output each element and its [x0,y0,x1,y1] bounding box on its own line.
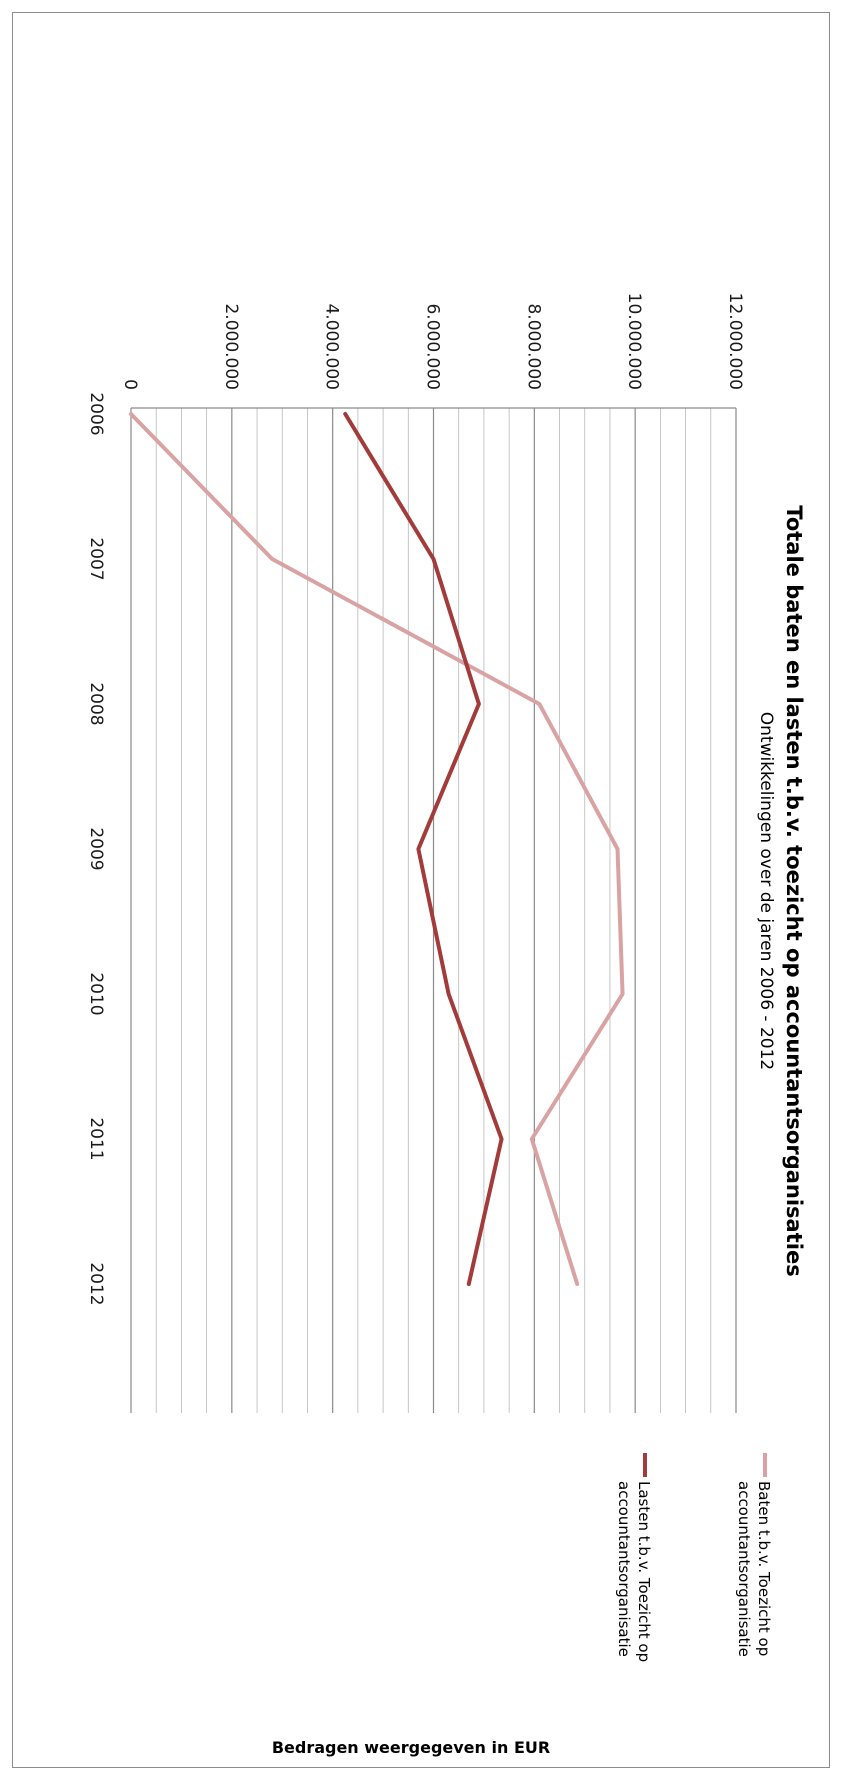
y-tick-label: 10.000.000 [624,293,644,390]
grid-lines [130,408,737,1413]
legend-item: Lasten t.b.v. Toezicht opaccountantsorga… [615,1453,653,1662]
legend: Baten t.b.v. Toezicht opaccountantsorgan… [615,1453,773,1662]
chart-frame: 0 2.000.000 4.000.000 6.000.000 8.000.000 10.… [12,12,830,1768]
x-tick-label: 2009 [86,827,106,870]
y-axis-label: Bedragen weergegeven in EUR [272,1738,550,1757]
chart-subtitle: Ontwikkelingen over de jaren 2006 - 2012 [756,712,776,1070]
y-tick-label: 4.000.000 [322,303,342,390]
y-tick-label: 8.000.000 [523,303,543,390]
chart-title: Totale baten en lasten t.b.v. toezicht o… [782,505,806,1276]
x-tick-label: 2006 [86,392,106,435]
series-line-lasten [343,412,504,1286]
x-tick-label: 2008 [86,682,106,725]
y-tick-label: 0 [120,379,140,390]
line-chart: 0 2.000.000 4.000.000 6.000.000 8.000.000 10.… [86,293,806,1757]
legend-label: Lasten t.b.v. Toezicht opaccountantsorga… [615,1481,653,1662]
legend-label: Baten t.b.v. Toezicht opaccountantsorgan… [735,1481,773,1657]
x-tick-label: 2012 [86,1262,106,1305]
x-tick-label: 2007 [86,537,106,580]
x-tick-label: 2010 [86,972,106,1015]
y-tick-label: 2.000.000 [221,303,241,390]
legend-item: Baten t.b.v. Toezicht opaccountantsorgan… [735,1453,773,1657]
series-lines [129,412,625,1286]
y-tick-label: 12.000.000 [725,293,745,390]
y-tick-label: 6.000.000 [423,303,443,390]
x-tick-label: 2011 [86,1117,106,1160]
series-line-baten [129,412,625,1286]
tick-labels: 0 2.000.000 4.000.000 6.000.000 8.000.000 10.… [86,293,745,1306]
